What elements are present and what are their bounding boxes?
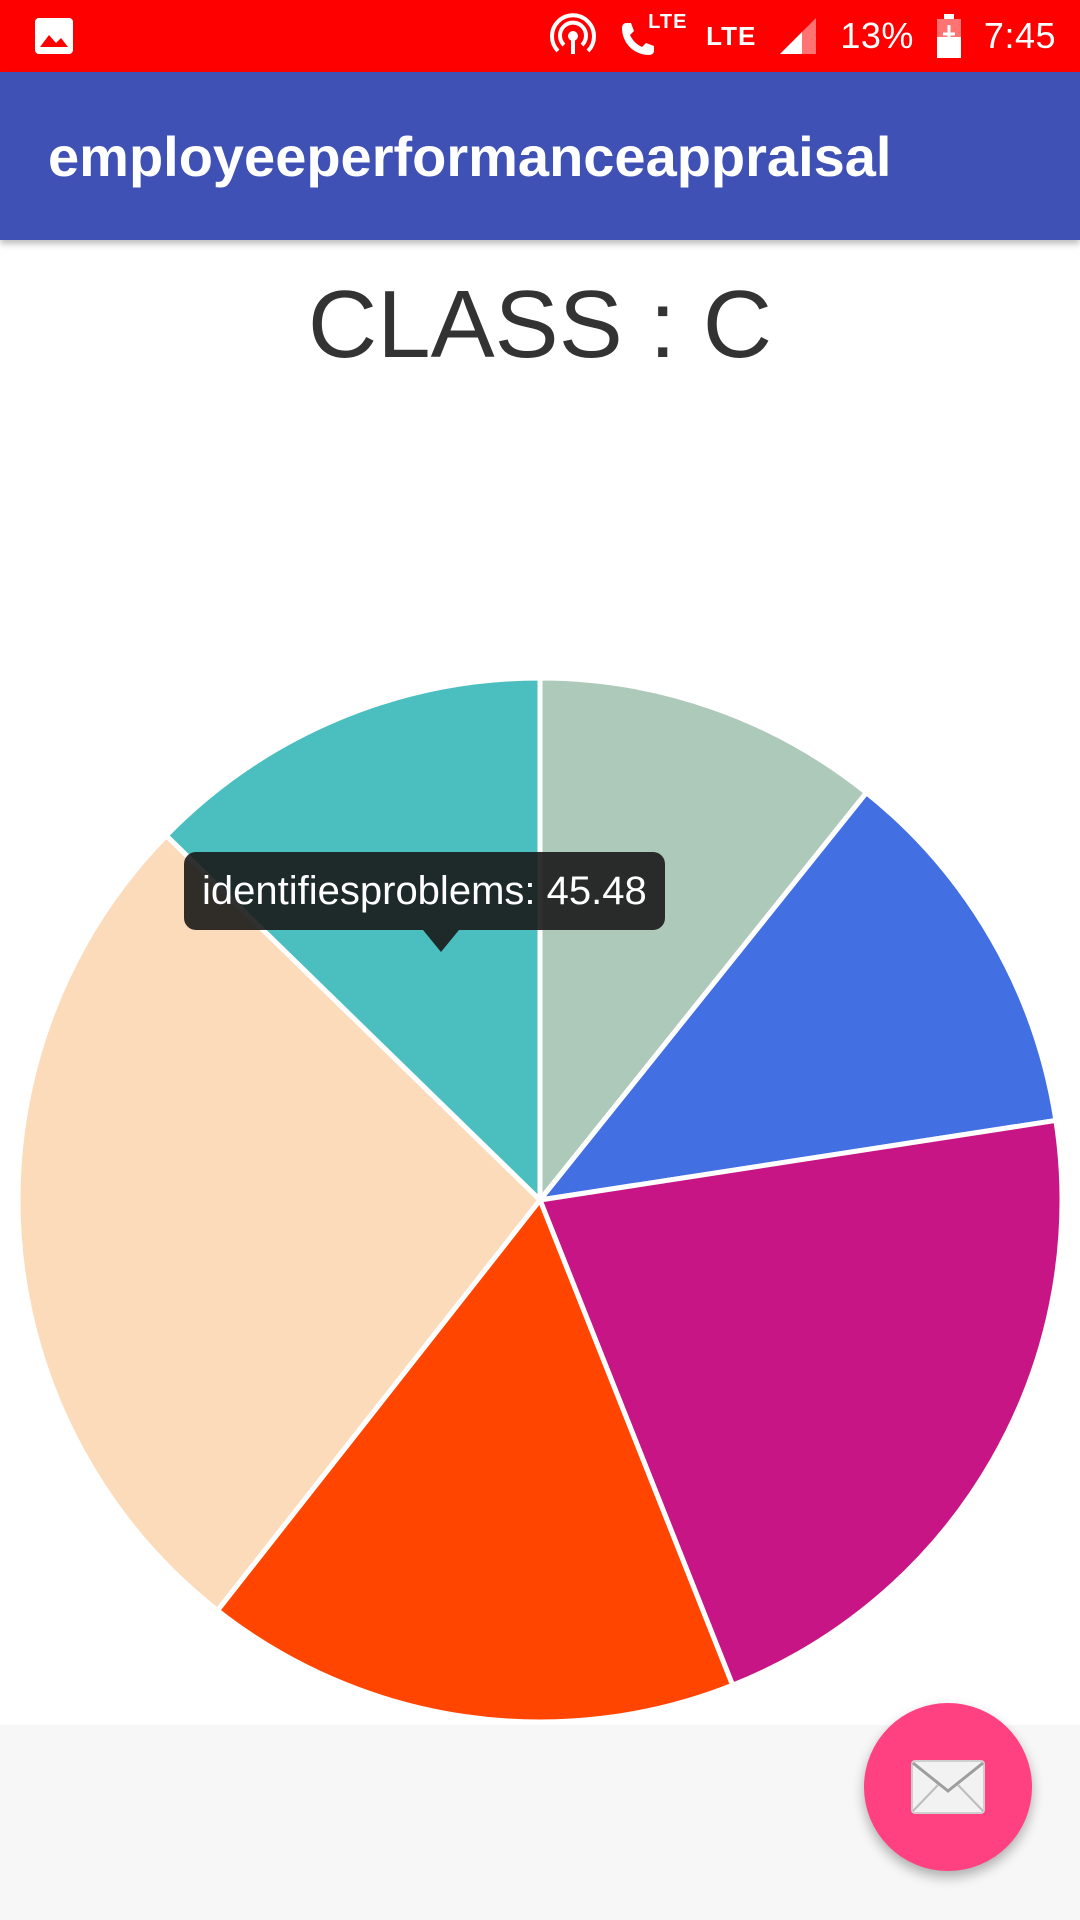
call-lte-label: LTE (648, 11, 688, 33)
pie-slice-4[interactable] (214, 1197, 736, 1725)
app-title: employeeperformanceappraisal (48, 125, 892, 188)
hotspot-icon (550, 13, 597, 54)
email-icon (911, 1760, 985, 1814)
battery-percent: 13% (840, 15, 914, 56)
battery-charging-icon (936, 14, 961, 58)
class-label: CLASS : C (307, 271, 773, 378)
pie-slice-identifiesproblems[interactable] (163, 675, 543, 1203)
pie-slice-2[interactable] (537, 790, 1059, 1203)
status-bar: LTE LTE 13% 7:45 (0, 0, 1080, 72)
pie-slice-3[interactable] (537, 1117, 1065, 1688)
pie-slice-5[interactable] (15, 833, 543, 1613)
email-fab-button[interactable] (864, 1703, 1032, 1871)
call-lte-icon (622, 23, 655, 55)
lte-label: LTE (706, 20, 757, 51)
call-lte-indicator: LTE (618, 11, 688, 59)
pie-slice-1[interactable] (537, 675, 869, 1203)
app-bar: employeeperformanceappraisal (0, 72, 1080, 240)
clock: 7:45 (983, 15, 1056, 56)
status-icons: LTE LTE 13% 7:45 (550, 0, 1080, 72)
chart-tooltip: identifiesproblems: 45.48 (184, 852, 665, 930)
chart-tooltip-arrow (423, 930, 459, 952)
signal-icon (780, 18, 817, 54)
image-icon (35, 18, 73, 54)
